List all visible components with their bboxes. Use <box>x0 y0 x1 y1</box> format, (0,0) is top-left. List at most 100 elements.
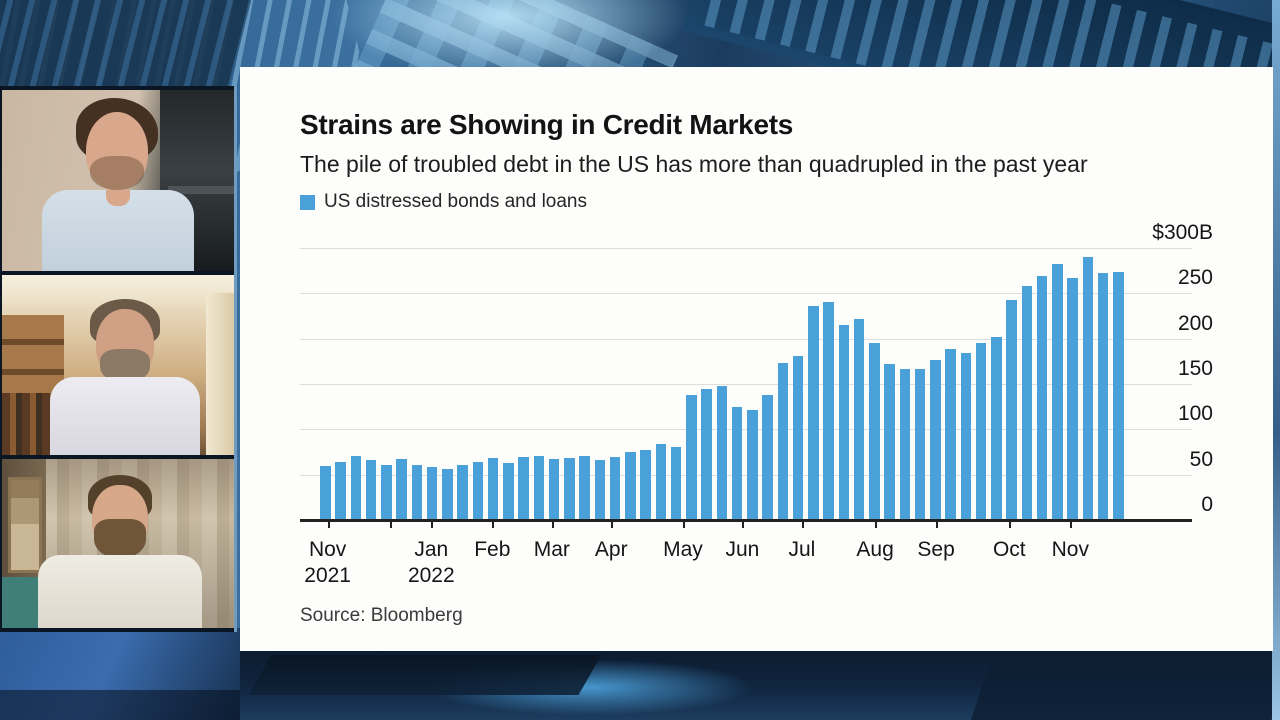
source-label: Source: Bloomberg <box>300 605 463 626</box>
x-axis-label-feb: Feb <box>474 538 511 561</box>
bar <box>869 343 880 520</box>
background-sky-glow <box>330 0 690 80</box>
bar <box>564 458 575 520</box>
x-axis-tick <box>682 521 685 528</box>
x-axis-tick <box>431 521 434 528</box>
bar <box>594 460 605 520</box>
bar <box>487 458 499 520</box>
bar <box>792 355 804 520</box>
bar <box>1113 272 1124 520</box>
bar <box>503 462 514 520</box>
participant-1-collar <box>106 190 130 206</box>
x-axis-label-apr: Apr <box>594 538 628 561</box>
bar <box>838 325 849 520</box>
bar <box>426 466 438 520</box>
video-participant-3 <box>2 459 234 628</box>
background-left-band-shadow <box>0 690 240 720</box>
x-axis-tick <box>611 521 614 528</box>
bar <box>625 452 636 520</box>
bar <box>716 385 727 520</box>
gridline-250 <box>300 293 1192 295</box>
gridline-50 <box>300 474 1192 476</box>
x-axis-label-aug: Aug <box>856 538 894 561</box>
legend-label: US distressed bonds and loans <box>324 191 587 212</box>
picture-frame <box>8 477 42 573</box>
bar <box>975 343 987 520</box>
x-axis-tick <box>742 521 745 528</box>
bar <box>1036 276 1048 520</box>
bar <box>381 464 392 520</box>
bar <box>701 389 712 520</box>
bar <box>930 360 941 520</box>
chart-legend: US distressed bonds and loans <box>300 191 587 213</box>
legend-swatch <box>300 194 315 210</box>
bar <box>731 406 743 520</box>
bar <box>670 447 682 520</box>
x-axis-year-2021: 2021 <box>304 564 351 587</box>
bar <box>609 456 621 520</box>
background-bottom-slab-right <box>971 665 1280 720</box>
x-axis-label-oct: Oct <box>992 538 1026 561</box>
x-axis-tick <box>936 521 939 528</box>
x-axis-line <box>300 519 1192 522</box>
bar <box>991 336 1002 520</box>
bar <box>1097 273 1109 520</box>
participant-1-face <box>86 112 148 190</box>
x-axis-label-sep: Sep <box>917 538 955 561</box>
gridline-100 <box>300 429 1192 431</box>
x-axis-tick <box>551 521 554 528</box>
bar <box>320 465 331 520</box>
x-axis-label-mar: Mar <box>533 538 570 561</box>
x-axis-tick <box>1070 521 1073 528</box>
bar <box>777 363 788 520</box>
y-axis-label-250: 250 <box>1177 266 1213 290</box>
shelf-edge <box>168 186 234 194</box>
y-axis-label-50: 50 <box>1189 447 1213 471</box>
bar <box>1006 299 1017 520</box>
bar <box>457 464 468 520</box>
y-axis-label-300: $300B <box>1152 221 1213 244</box>
background-building-left <box>0 0 254 100</box>
bar <box>945 348 956 520</box>
bar <box>899 369 910 520</box>
bar <box>747 410 758 520</box>
bar <box>365 460 377 520</box>
bar <box>762 394 773 520</box>
chart-card: Strains are Showing in Credit Markets Th… <box>240 67 1273 651</box>
x-axis-label-jul: Jul <box>788 538 816 561</box>
bar <box>1082 257 1093 520</box>
bar <box>1052 264 1063 520</box>
participant-3-beard <box>94 519 146 559</box>
bar <box>823 302 834 520</box>
bar <box>518 456 529 520</box>
bar <box>884 364 895 520</box>
gridline-150 <box>300 384 1192 385</box>
video-participant-2 <box>2 275 234 455</box>
chart-subtitle: The pile of troubled debt in the US has … <box>300 151 1088 177</box>
bar <box>533 455 544 520</box>
x-axis-tick <box>492 521 495 528</box>
y-axis-label-100: 100 <box>1177 402 1213 426</box>
x-axis-label-jan: Jan <box>414 538 449 561</box>
x-axis-tick <box>801 521 804 528</box>
x-axis-tick <box>327 521 330 528</box>
gridline-200 <box>300 338 1192 340</box>
bar <box>472 461 483 520</box>
bar <box>579 455 590 520</box>
x-axis-label-nov: Nov <box>308 538 347 561</box>
bar <box>442 469 453 520</box>
bar <box>548 459 560 520</box>
bar <box>350 455 361 520</box>
participant-1-stubble <box>90 156 144 190</box>
y-axis-label-150: 150 <box>1177 357 1213 380</box>
gridline-300 <box>300 248 1192 249</box>
background-right-strip <box>1272 0 1280 720</box>
x-axis-year-2022: 2022 <box>407 564 455 587</box>
bar <box>655 443 666 520</box>
chart-title: Strains are Showing in Credit Markets <box>300 109 794 140</box>
bar <box>914 369 926 520</box>
bar <box>1021 286 1032 520</box>
bar <box>411 464 422 520</box>
participant-2-shirt <box>50 377 200 455</box>
